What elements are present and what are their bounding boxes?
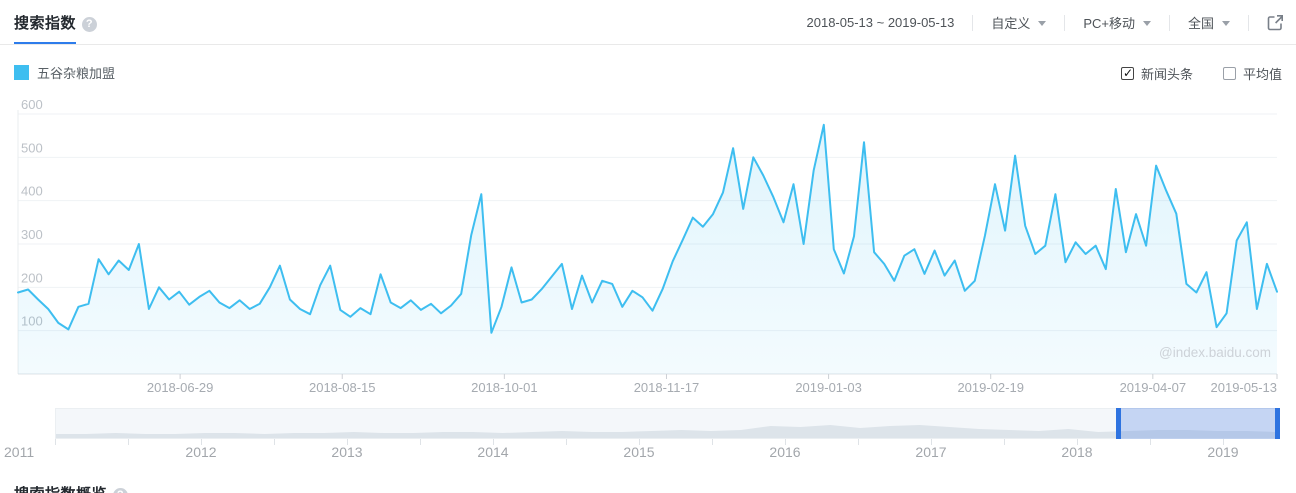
external-link-icon[interactable] [1267,14,1284,31]
header-separator [0,44,1296,45]
header-controls: 2018-05-13 ~ 2019-05-13 自定义 PC+移动 全国 [807,13,1285,32]
checkbox-average[interactable] [1222,67,1236,80]
date-range-control[interactable]: 2018-05-13 ~ 2019-05-13 [807,15,955,30]
x-axis-label-2018-06-29: 2018-06-29 [147,380,214,395]
timeline-tick [201,439,202,445]
timeline-tick [858,439,859,445]
timeline-tick [1077,439,1078,445]
x-axis-label-2018-10-01: 2018-10-01 [471,380,538,395]
x-axis-label-2018-08-15: 2018-08-15 [309,380,376,395]
timeline-selection[interactable] [1118,408,1278,439]
tab-active-underline [14,42,76,45]
search-index-chart[interactable]: 1002003004005006002018-06-292018-08-1520… [0,96,1296,396]
timeline-year-2014: 2014 [477,444,509,460]
timeline-year-2011: 2011 [4,444,35,460]
timeline-tick [1004,439,1005,445]
y-axis-label-600: 600 [21,97,43,112]
timeline-tick [128,439,129,445]
timeline-year-2012: 2012 [185,444,217,460]
range-preset-label: 自定义 [991,16,1031,31]
timeline-tick [931,439,932,445]
device-dropdown[interactable]: PC+移动 [1083,13,1151,32]
x-axis-label-2019-04-07: 2019-04-07 [1120,380,1187,395]
toggle-news-headlines-label: 新闻头条 [1140,67,1193,82]
timeline-overview-sparkline [56,425,1277,438]
timeline-year-2015: 2015 [623,444,655,460]
region-label: 全国 [1187,16,1214,31]
timeline-tick [1223,439,1224,445]
chevron-down-icon [1038,21,1047,26]
legend-color-swatch [14,65,29,80]
y-axis-label-300: 300 [21,227,43,242]
timeline-left-handle[interactable] [1116,408,1121,439]
timeline-tick [712,439,713,445]
timeline-tick [639,439,640,445]
y-axis-label-200: 200 [21,270,43,285]
timeline-tick [566,439,567,445]
series-line[interactable] [17,123,1278,334]
checkbox-news-headlines[interactable] [1120,66,1134,80]
timeline-right-handle[interactable] [1275,408,1280,439]
range-preset-dropdown[interactable]: 自定义 [991,13,1047,32]
timeline-slider[interactable] [55,408,1280,439]
help-icon[interactable]: ? [113,488,129,493]
overview-section-title-text: 搜索指数概览 [14,486,107,493]
timeline-year-2017: 2017 [915,444,947,460]
timeline-year-2018: 2018 [1061,444,1093,460]
timeline-year-2013: 2013 [331,444,363,460]
help-icon[interactable]: ? [82,17,98,32]
toggle-average-label: 平均值 [1242,67,1282,82]
chevron-down-icon [1222,21,1230,26]
overlay-toggles: 新闻头条 平均值 [1091,64,1282,83]
divider [1064,14,1066,31]
timeline-tick [493,439,494,445]
y-axis-label-500: 500 [21,140,43,155]
y-axis-label-400: 400 [21,184,43,199]
timeline-tick [785,439,786,445]
legend-keyword[interactable]: 五谷杂粮加盟 [37,66,116,81]
timeline-tick [274,439,275,445]
x-axis-label-2018-11-17: 2018-11-17 [634,380,700,395]
timeline-year-2016: 2016 [769,444,801,460]
watermark: @index.baidu.com [1159,345,1271,360]
tab-search-index-label: 搜索指数 [14,15,77,32]
device-label: PC+移动 [1083,16,1135,31]
divider [1168,14,1170,31]
x-axis-label-2019-01-03: 2019-01-03 [795,380,862,395]
timeline-tick [420,439,421,445]
date-range-value: 2018-05-13 ~ 2019-05-13 [806,15,955,30]
x-axis-label-2019-05-13: 2019-05-13 [1211,380,1278,395]
timeline-tick [1150,439,1151,445]
chevron-down-icon [1142,21,1151,26]
series-area-fill [18,124,1277,374]
toggle-average[interactable]: 平均值 [1222,64,1282,83]
tab-search-index[interactable]: 搜索指数? [14,12,98,33]
region-dropdown[interactable]: 全国 [1188,13,1230,32]
overview-section-title: 搜索指数概览? [14,483,129,493]
timeline-year-2019: 2019 [1207,444,1239,460]
header: 搜索指数? 2018-05-13 ~ 2019-05-13 自定义 PC+移动 … [0,0,1296,45]
x-axis-label-2019-02-19: 2019-02-19 [957,380,1024,395]
divider [972,14,974,31]
timeline-tick [347,439,348,445]
legend: 五谷杂粮加盟 [14,63,115,82]
divider [1248,14,1249,31]
timeline-tick [55,439,56,445]
toggle-news-headlines[interactable]: 新闻头条 [1120,64,1193,83]
